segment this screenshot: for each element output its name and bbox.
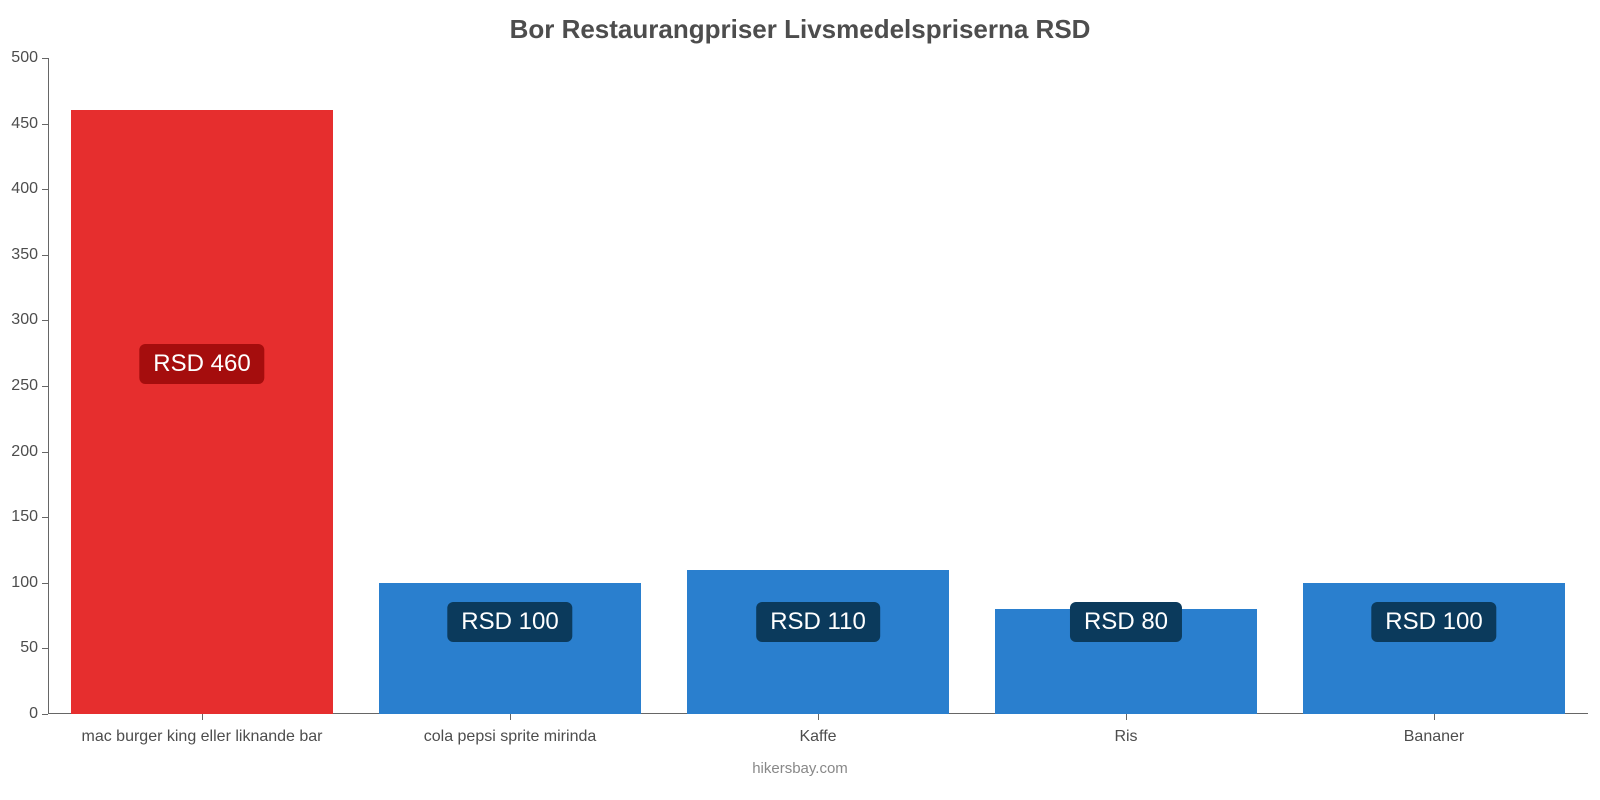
y-tick-mark bbox=[42, 189, 48, 190]
attribution-text: hikersbay.com bbox=[0, 760, 1600, 777]
bar-value-badge: RSD 110 bbox=[756, 602, 880, 642]
x-axis-label: Kaffe bbox=[799, 728, 836, 746]
x-axis-label: Ris bbox=[1114, 728, 1137, 746]
y-tick-mark bbox=[42, 714, 48, 715]
bar bbox=[687, 570, 949, 714]
x-tick-mark bbox=[818, 714, 819, 720]
bar-value-badge: RSD 100 bbox=[1371, 602, 1496, 642]
bar-value-badge: RSD 80 bbox=[1070, 602, 1182, 642]
chart-title: Bor Restaurangpriser Livsmedelspriserna … bbox=[0, 0, 1600, 45]
plot-area: RSD 460RSD 100RSD 110RSD 80RSD 100 mac b… bbox=[48, 58, 1588, 714]
y-tick-mark bbox=[42, 124, 48, 125]
x-axis-label: Bananer bbox=[1404, 728, 1465, 746]
x-tick-mark bbox=[202, 714, 203, 720]
y-tick-mark bbox=[42, 320, 48, 321]
x-tick-mark bbox=[510, 714, 511, 720]
y-tick-mark bbox=[42, 255, 48, 256]
bar bbox=[71, 110, 333, 714]
y-tick-mark bbox=[42, 386, 48, 387]
bar-value-badge: RSD 460 bbox=[139, 344, 264, 384]
y-tick-mark bbox=[42, 452, 48, 453]
y-tick-mark bbox=[42, 583, 48, 584]
y-tick-mark bbox=[42, 517, 48, 518]
x-tick-mark bbox=[1434, 714, 1435, 720]
x-axis-label: cola pepsi sprite mirinda bbox=[424, 728, 597, 746]
bar-value-badge: RSD 100 bbox=[447, 602, 572, 642]
x-axis-label: mac burger king eller liknande bar bbox=[81, 728, 322, 746]
bars-layer: RSD 460 RSD 100 RSD 110 RSD 80 RSD 100 bbox=[48, 58, 1588, 714]
y-tick-mark bbox=[42, 648, 48, 649]
price-bar-chart: Bor Restaurangpriser Livsmedelspriserna … bbox=[0, 0, 1600, 800]
y-tick-mark bbox=[42, 58, 48, 59]
x-tick-mark bbox=[1126, 714, 1127, 720]
